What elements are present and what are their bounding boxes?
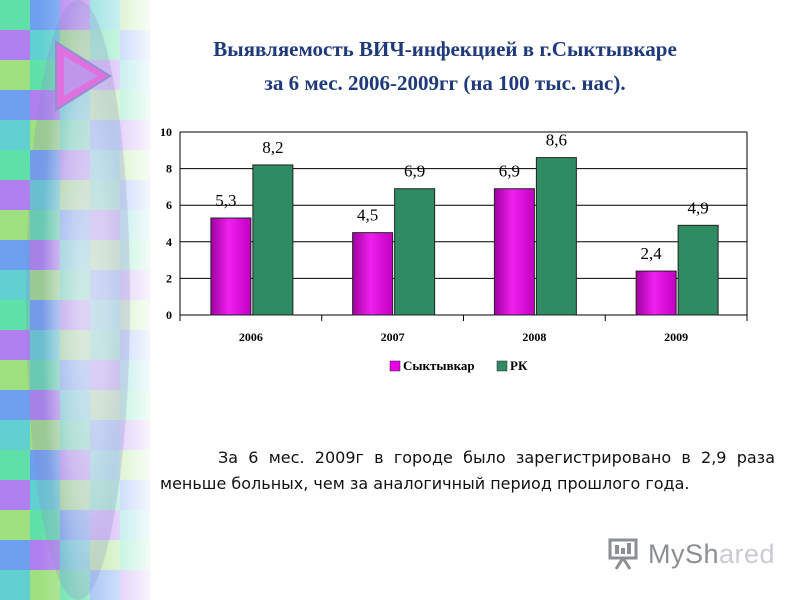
legend-label: РК bbox=[510, 358, 528, 373]
data-label: 8,2 bbox=[262, 138, 283, 157]
y-tick-label: 8 bbox=[166, 162, 172, 176]
bar-rk-2007 bbox=[394, 188, 436, 316]
bar-rk-2006 bbox=[252, 164, 294, 316]
data-label: 2,4 bbox=[641, 244, 663, 263]
logo-text: MyShared bbox=[648, 538, 776, 569]
y-tick-label: 0 bbox=[166, 308, 172, 322]
legend-swatch bbox=[389, 360, 401, 372]
x-tick-label: 2008 bbox=[522, 330, 546, 344]
body-text: За 6 мес. 2009г в городе было зарегистри… bbox=[160, 448, 775, 493]
bar-syktyvkar-2009 bbox=[635, 270, 677, 316]
x-tick-label: 2009 bbox=[664, 330, 688, 344]
chart-bars bbox=[210, 157, 719, 316]
presentation-board-icon bbox=[608, 538, 638, 570]
myshared-logo: MyShared bbox=[606, 536, 775, 572]
decorative-left-strip bbox=[0, 0, 160, 600]
y-tick-label: 4 bbox=[166, 235, 172, 249]
data-label: 4,5 bbox=[357, 206, 378, 225]
y-tick-label: 2 bbox=[166, 271, 172, 285]
bar-syktyvkar-2008 bbox=[493, 188, 535, 316]
chart-labels: 0 2 4 6 8 10 5,3 8,2 2006 4,5 6,9 2007 6,9 8,6 2008 2,4… bbox=[160, 125, 709, 344]
y-tick-label: 10 bbox=[160, 125, 172, 139]
data-label: 6,9 bbox=[404, 162, 425, 181]
x-tick-label: 2007 bbox=[381, 330, 405, 344]
legend-label: Сыктывкар bbox=[403, 358, 475, 373]
y-tick-label: 6 bbox=[166, 198, 172, 212]
data-label: 5,3 bbox=[215, 191, 236, 210]
slide-title-line-1: Выявляемость ВИЧ-инфекцией в г.Сыктывкар… bbox=[213, 37, 677, 61]
bar-chart: 0 2 4 6 8 10 5,3 8,2 2006 4,5 6,9 2007 6,9 8,6 2008 2,4… bbox=[160, 125, 748, 373]
x-tick-label: 2006 bbox=[239, 330, 263, 344]
chart-legend: Сыктывкар РК bbox=[389, 358, 528, 373]
legend-swatch bbox=[496, 360, 508, 372]
bar-rk-2009 bbox=[677, 224, 719, 316]
data-label: 8,6 bbox=[546, 131, 567, 150]
bar-rk-2008 bbox=[535, 157, 577, 316]
bar-syktyvkar-2006 bbox=[210, 217, 252, 316]
slide-title-line-2: за 6 мес. 2006-2009гг (на 100 тыс. нас). bbox=[264, 71, 626, 95]
data-label: 6,9 bbox=[499, 162, 520, 181]
body-paragraph: За 6 мес. 2009г в городе было зарегистри… bbox=[160, 445, 775, 497]
bar-syktyvkar-2007 bbox=[352, 232, 394, 316]
data-label: 4,9 bbox=[688, 198, 709, 217]
